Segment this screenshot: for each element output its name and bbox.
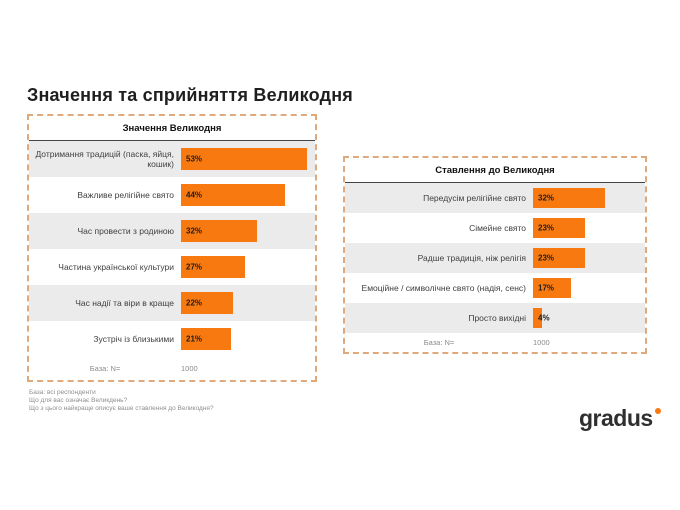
value-label: 27%: [186, 262, 203, 272]
bar-cell: 27%: [181, 249, 309, 285]
gradus-logo-text: gradus: [579, 405, 653, 431]
bar: [181, 292, 234, 314]
chart-row: Радше традиція, ніж релігія 23%: [345, 243, 645, 273]
category-label: Час надії та віри в краще: [75, 298, 174, 308]
value-label: 32%: [186, 226, 203, 236]
value-label: 23%: [538, 253, 555, 263]
chart-panel-meaning: Значення Великодня Дотримання традицій (…: [27, 114, 317, 382]
footnote-line: База: всі респонденти: [29, 389, 96, 396]
bar-cell: 32%: [533, 183, 639, 213]
bar-cell: 22%: [181, 285, 309, 321]
base-label: База: N=: [89, 364, 121, 373]
category-label: Час провести з родиною: [77, 226, 175, 236]
base-row: База: N= 1000: [29, 357, 315, 380]
base-value: 1000: [181, 364, 198, 373]
value-label: 17%: [538, 283, 555, 293]
chart-row: Передусім релігійне свято 32%: [345, 183, 645, 213]
bar-cell: 4%: [533, 303, 639, 333]
page-title: Значення та сприйняття Великодня: [27, 85, 354, 105]
chart-row: Час провести з родиною 32%: [29, 213, 315, 249]
bar: [181, 256, 245, 278]
category-label: Зустріч із близькими: [93, 334, 174, 344]
bar-cell: 23%: [533, 243, 639, 273]
chart-row: Час надії та віри в краще 22%: [29, 285, 315, 321]
value-label: 32%: [538, 193, 555, 203]
category-label: Дотримання традицій (паска, яйця, кошик): [35, 149, 174, 169]
value-label: 4%: [538, 313, 550, 323]
bar: [181, 220, 257, 242]
footnotes: База: всі респонденти Що для вас означає…: [29, 389, 214, 413]
chart-panel-attitude: Ставлення до Великодня Передусім релігій…: [343, 156, 647, 354]
bar: [533, 218, 585, 238]
gradus-logo-dot-icon: [654, 408, 661, 414]
value-label: 23%: [538, 223, 555, 233]
category-label: Радше традиція, ніж релігія: [417, 253, 526, 263]
footnote-line: Що з цього найкраще описує ваше ставленн…: [29, 405, 214, 412]
chart-title: Значення Великодня: [29, 116, 315, 141]
bar: [181, 184, 286, 206]
category-label: Важливе релігійне свято: [77, 190, 174, 200]
chart-row: Зустріч із близькими 21%: [29, 321, 315, 357]
chart-title: Ставлення до Великодня: [345, 158, 645, 183]
value-label: 21%: [186, 334, 203, 344]
base-row: База: N= 1000: [345, 333, 645, 352]
value-label: 44%: [186, 190, 203, 200]
value-label: 22%: [186, 298, 203, 308]
bar-cell: 53%: [181, 141, 309, 177]
bar: [533, 278, 572, 298]
bar: [533, 308, 543, 328]
chart-row: Частина української культури 27%: [29, 249, 315, 285]
base-value: 1000: [533, 338, 550, 347]
value-label: 53%: [186, 154, 203, 164]
chart-row: Дотримання традицій (паска, яйця, кошик)…: [29, 141, 315, 177]
category-label: Частина української культури: [58, 262, 174, 272]
chart-row: Просто вихідні 4%: [345, 303, 645, 333]
bar-cell: 17%: [533, 273, 639, 303]
category-label: Передусім релігійне свято: [423, 193, 526, 203]
bar-cell: 32%: [181, 213, 309, 249]
bar-cell: 21%: [181, 321, 309, 357]
bar-cell: 23%: [533, 213, 639, 243]
bar: [533, 248, 585, 268]
bar-cell: 44%: [181, 177, 309, 213]
bar: [181, 328, 231, 350]
footnote-line: Що для вас означає Великдень?: [29, 397, 128, 404]
gradus-logo: gradus: [579, 405, 661, 432]
chart-row: Важливе релігійне свято 44%: [29, 177, 315, 213]
bar: [533, 188, 606, 208]
chart-row: Сімейне свято 23%: [345, 213, 645, 243]
base-label: База: N=: [423, 338, 455, 347]
category-label: Емоційне / символічне свято (надія, сенс…: [361, 283, 526, 293]
category-label: Просто вихідні: [468, 313, 526, 323]
category-label: Сімейне свято: [469, 223, 526, 233]
bar: [181, 148, 307, 170]
chart-row: Емоційне / символічне свято (надія, сенс…: [345, 273, 645, 303]
